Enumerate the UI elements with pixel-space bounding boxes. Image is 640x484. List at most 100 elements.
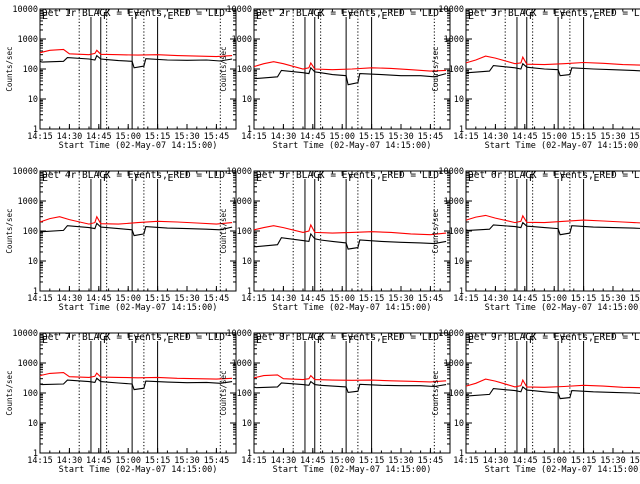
- x-tick-label: 15:00: [329, 132, 355, 142]
- lld-series-line: [253, 223, 447, 236]
- y-tick-label: 10000: [226, 5, 252, 15]
- y-tick-label: 10000: [12, 329, 38, 339]
- y-tick-label: 1: [247, 125, 252, 135]
- x-tick-label: 15:45: [418, 456, 444, 466]
- x-tick-label: 15:30: [174, 132, 200, 142]
- y-tick-label: 1: [33, 287, 38, 297]
- x-tick-label: 14:45: [300, 294, 326, 304]
- y-tick-label: 10: [28, 419, 38, 429]
- x-tick-label: 15:00: [115, 294, 141, 304]
- segment-label: F: [560, 335, 566, 346]
- x-tick-label: 14:30: [271, 294, 297, 304]
- events-series-line: [39, 54, 233, 69]
- y-axis-label: Counts/sec: [431, 46, 440, 91]
- x-tick-label: 15:15: [359, 132, 385, 142]
- y-axis-label: Counts/sec: [431, 208, 440, 253]
- lld-series-line: [465, 55, 640, 66]
- events-series-line: [39, 222, 233, 237]
- events-series-line: [253, 66, 447, 86]
- segment-label: F: [317, 11, 323, 22]
- x-tick-label: 14:15: [453, 456, 479, 466]
- y-tick-label: 1000: [232, 197, 252, 207]
- segment-label: E: [167, 173, 173, 184]
- x-tick-label: 14:45: [512, 456, 538, 466]
- x-tick-label: 14:30: [57, 132, 83, 142]
- x-tick-label: 14:45: [300, 132, 326, 142]
- x-tick-label: 15:30: [388, 132, 414, 142]
- y-axis-label: Counts/sec: [5, 46, 14, 91]
- y-axis-label: Counts/sec: [219, 370, 228, 415]
- events-series-line: [253, 380, 447, 393]
- y-tick-label: 1000: [444, 359, 464, 369]
- x-tick-label: 15:00: [541, 132, 567, 142]
- y-tick-label: 100: [449, 389, 464, 399]
- x-tick-label: 14:45: [512, 132, 538, 142]
- x-axis-label: Start Time (02-May-07 14:15:00): [273, 303, 432, 313]
- x-tick-label: 15:45: [630, 456, 640, 466]
- y-tick-label: 100: [449, 227, 464, 237]
- segment-label: E: [593, 11, 599, 22]
- segment-label: F: [529, 173, 535, 184]
- segment-label: F: [103, 11, 109, 22]
- x-tick-label: 15:30: [174, 294, 200, 304]
- x-tick-label: 15:15: [571, 456, 597, 466]
- x-tick-label: 15:30: [600, 294, 626, 304]
- x-tick-label: 14:45: [300, 456, 326, 466]
- segment-label: F: [134, 335, 140, 346]
- segment-label: F: [529, 335, 535, 346]
- x-tick-label: 15:00: [329, 294, 355, 304]
- x-axis-label: Start Time (02-May-07 14:15:00): [59, 141, 218, 151]
- y-tick-label: 1000: [444, 197, 464, 207]
- events-series-line: [465, 62, 640, 77]
- x-tick-label: 14:15: [241, 456, 267, 466]
- plot-title: Det 8r BLACK = Events, RED = LLD: [256, 332, 439, 343]
- y-tick-label: 1000: [18, 359, 38, 369]
- y-axis-label: Counts/sec: [219, 46, 228, 91]
- y-axis-label: Counts/sec: [431, 370, 440, 415]
- events-series-line: [465, 221, 640, 236]
- x-tick-label: 14:15: [27, 294, 53, 304]
- events-series-line: [39, 377, 233, 391]
- lld-series-line: [465, 214, 640, 224]
- segment-label: F: [348, 173, 354, 184]
- segment-label: E: [42, 11, 48, 22]
- x-tick-label: 14:30: [271, 456, 297, 466]
- y-tick-label: 1: [459, 287, 464, 297]
- x-tick-label: 14:30: [57, 456, 83, 466]
- y-tick-label: 10000: [226, 329, 252, 339]
- plot-title: Det 4r BLACK = Events, RED = LLD: [42, 170, 225, 181]
- lld-series-line: [253, 374, 447, 383]
- segment-label: E: [468, 335, 474, 346]
- y-tick-label: 100: [237, 227, 252, 237]
- x-tick-label: 15:15: [571, 132, 597, 142]
- segment-label: E: [42, 335, 48, 346]
- x-tick-label: 15:30: [600, 132, 626, 142]
- x-tick-label: 15:45: [630, 294, 640, 304]
- panel-det-3r: Det 3r BLACK = Events, RED = LLD11010010…: [431, 5, 640, 151]
- x-tick-label: 14:15: [27, 456, 53, 466]
- segment-label: E: [167, 335, 173, 346]
- segment-label: F: [134, 11, 140, 22]
- segment-label: E: [381, 335, 387, 346]
- plot-title: Det 5r BLACK = Events, RED = LLD: [256, 170, 439, 181]
- y-axis-label: Counts/sec: [5, 208, 14, 253]
- y-tick-label: 10000: [12, 167, 38, 177]
- x-tick-label: 14:30: [483, 456, 509, 466]
- y-tick-label: 1: [247, 449, 252, 459]
- x-tick-label: 14:15: [453, 132, 479, 142]
- y-tick-label: 10: [454, 419, 464, 429]
- y-tick-label: 10000: [438, 5, 464, 15]
- x-tick-label: 14:45: [86, 456, 112, 466]
- lld-series-line: [39, 48, 233, 58]
- lld-series-line: [39, 215, 233, 225]
- segment-label: E: [256, 11, 262, 22]
- x-tick-label: 15:45: [418, 294, 444, 304]
- lld-series-line: [465, 378, 640, 389]
- segment-label: F: [560, 11, 566, 22]
- y-tick-label: 10: [28, 95, 38, 105]
- x-tick-label: 14:30: [483, 294, 509, 304]
- x-tick-label: 15:00: [115, 456, 141, 466]
- x-tick-label: 15:00: [541, 456, 567, 466]
- y-tick-label: 1: [33, 125, 38, 135]
